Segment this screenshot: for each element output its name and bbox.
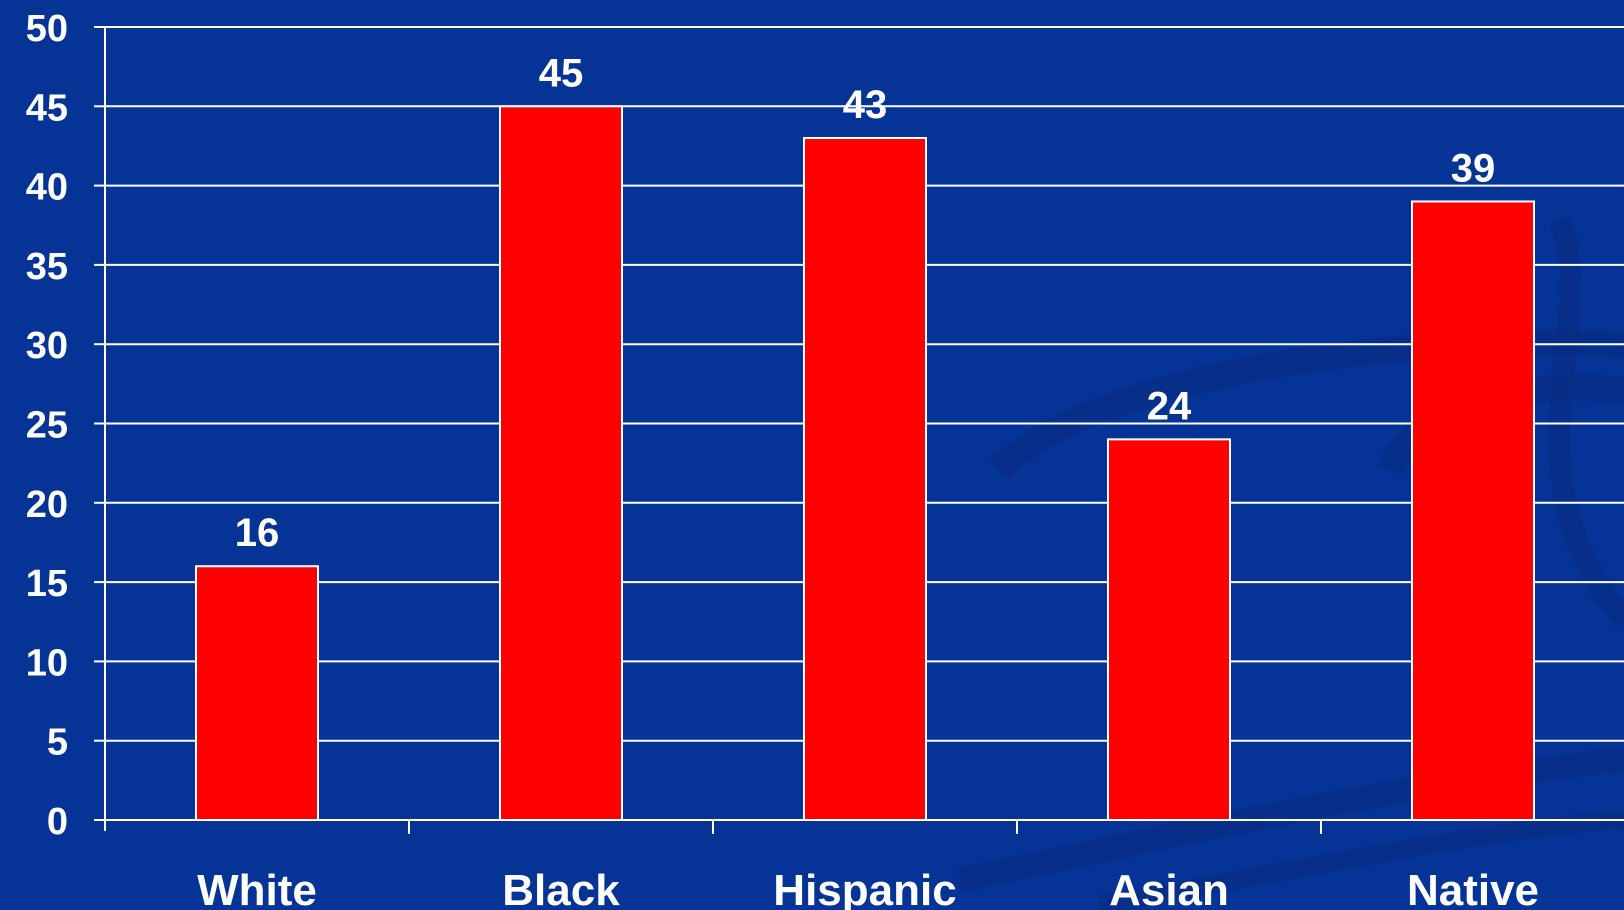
category-label-asian: Asian <box>1109 866 1229 910</box>
axes <box>104 27 1624 834</box>
bar-hispanic <box>803 137 927 821</box>
category-label-black: Black <box>502 866 620 910</box>
bars <box>195 105 1535 822</box>
data-labels: 16 45 43 24 39 <box>235 51 1496 555</box>
data-label-asian: 24 <box>1147 384 1192 428</box>
data-label-white: 16 <box>235 511 280 555</box>
y-tick-label-20: 20 <box>26 484 68 526</box>
category-label-hispanic: Hispanic <box>773 866 956 910</box>
category-label-white: White <box>197 866 317 910</box>
y-tick-label-50: 50 <box>26 8 68 50</box>
data-label-hispanic: 43 <box>843 83 888 127</box>
bar-black <box>499 105 623 822</box>
y-tick-label-10: 10 <box>26 642 68 684</box>
y-tick-label-5: 5 <box>47 722 68 764</box>
x-axis-category-labels: White Black Hispanic Asian Native <box>197 866 1539 910</box>
category-label-native: Native <box>1407 866 1539 910</box>
y-tick-label-30: 30 <box>26 325 68 367</box>
y-tick-label-25: 25 <box>26 405 68 447</box>
bar-native <box>1411 200 1535 821</box>
data-label-black: 45 <box>539 51 584 95</box>
y-tick-label-15: 15 <box>26 563 68 605</box>
y-tick-label-40: 40 <box>26 167 68 209</box>
y-tick-label-45: 45 <box>26 87 68 129</box>
y-tick-label-0: 0 <box>47 801 68 843</box>
y-axis-tick-labels: 0 5 10 15 20 25 30 35 40 45 50 <box>26 8 105 843</box>
y-tick-label-35: 35 <box>26 246 68 288</box>
data-label-native: 39 <box>1451 146 1496 190</box>
bar-white <box>195 565 319 821</box>
bar-asian <box>1107 438 1231 821</box>
